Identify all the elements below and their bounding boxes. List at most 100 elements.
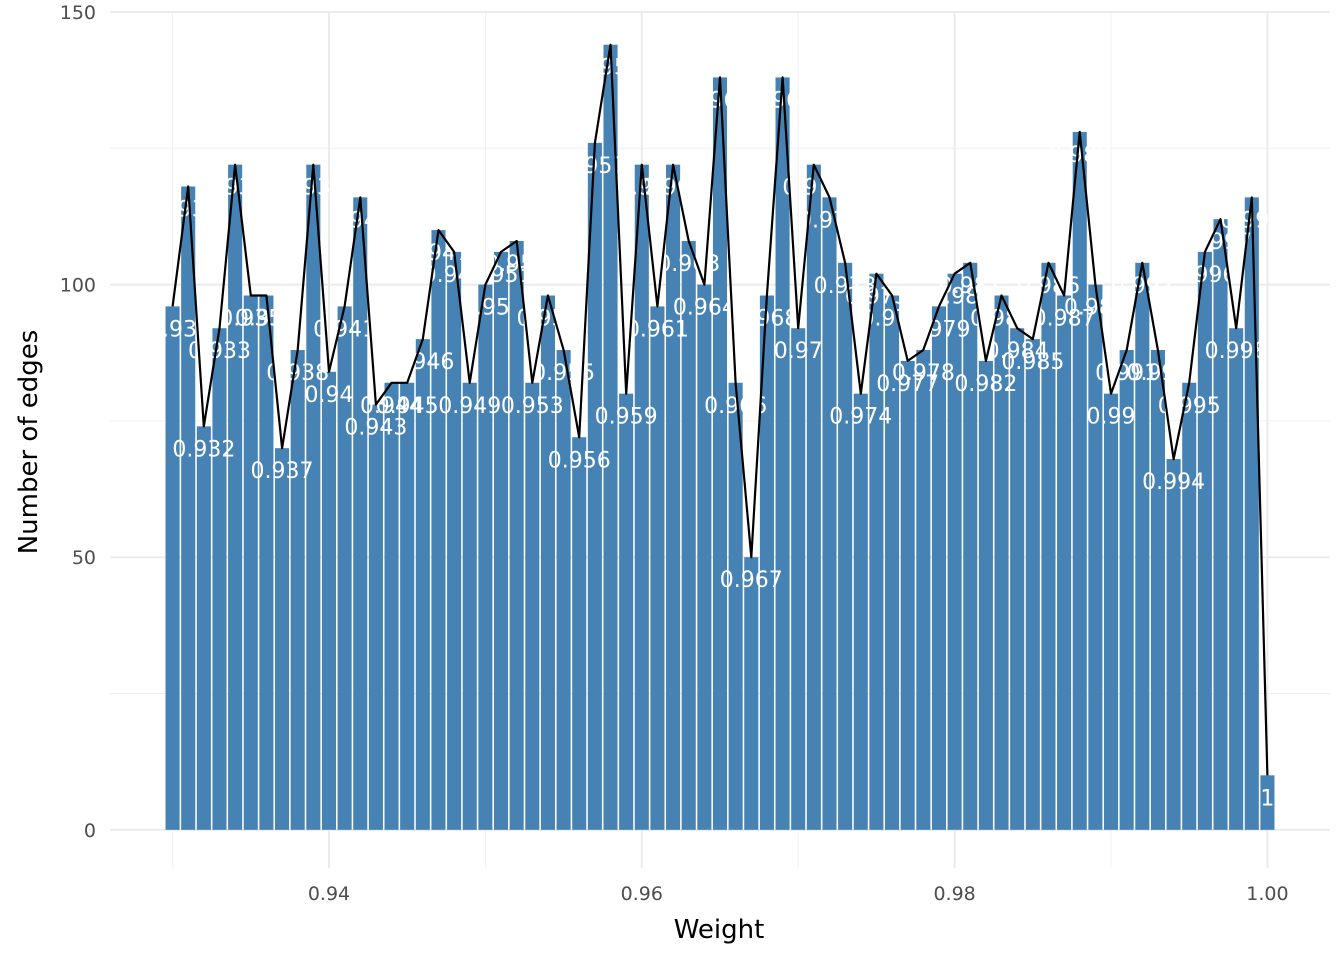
trend-line [171,43,1269,776]
bar [869,273,884,830]
bar-value-label: 0.963 [657,252,720,277]
bar [759,295,774,830]
bar [1260,775,1275,830]
bar [1057,295,1072,830]
bar [931,306,947,830]
bar [994,295,1009,830]
y-tick-label: 50 [72,547,96,569]
bar-value-label: 0.984 [986,339,1049,364]
bar-value-label: 0.982 [954,372,1017,397]
y-tick-label: 100 [60,275,96,297]
bar [306,164,321,830]
bar [165,306,180,830]
bar [728,382,743,830]
bar-value-label: 0.989 [1064,296,1127,321]
bar [1229,328,1244,830]
bar [1244,197,1259,830]
bar-value-label: 0.961 [626,317,689,342]
bar [415,339,430,830]
bar-value-label: 0.974 [829,405,892,430]
x-axis-ticks: 0.94 0.96 0.98 1.00 [308,883,1289,905]
bar [1088,284,1103,830]
bar [947,273,962,830]
bar-value-label: 0.945 [376,394,439,419]
bar [650,306,665,830]
bar [963,262,978,830]
bar [368,404,383,830]
bar-value-label: 0.99 [1087,405,1136,430]
bar-value-label: 0.964 [673,296,736,321]
bar-value-label: 0.977 [876,372,939,397]
bar [196,426,211,830]
x-tick-label: 1.00 [1246,883,1288,905]
bar [1010,328,1025,830]
bar [916,350,931,830]
bar-value-label: 0.949 [438,394,501,419]
bar-value-label: 0.946 [391,350,454,375]
bar-value-label: 0.978 [892,361,955,386]
bar [806,164,821,830]
bar [1182,382,1197,830]
bar [275,448,290,830]
bar [556,350,571,830]
x-axis-title: Weight [674,915,765,945]
bar-value-label: 0.993 [1126,361,1189,386]
bar-value-label: 0.935 [219,307,282,332]
bar [462,382,477,830]
bar-value-label: 1 [1260,786,1274,811]
bar-value-label: 0.937 [251,459,314,484]
x-tick-label: 0.96 [621,883,663,905]
bar [259,295,274,830]
bar [838,262,853,830]
bar-value-label: 0.992 [1111,274,1174,299]
bar [1119,350,1134,830]
x-tick-label: 0.94 [308,883,350,905]
x-tick-label: 0.98 [933,883,975,905]
bar [712,77,728,830]
bar [400,382,415,830]
bar-value-label: 0.994 [1142,470,1205,495]
bar-value-label: 0.985 [1001,350,1064,375]
bar [321,371,337,830]
y-tick-label: 0 [84,820,96,842]
bar [447,251,462,830]
bar [478,284,493,830]
bar-value-label: 0.936 [235,307,298,332]
bar [900,360,915,830]
bar-value-label: 0.979 [907,317,970,342]
bar-value-label: 0.956 [548,448,611,473]
bar [603,44,618,830]
bar [493,251,509,830]
bar [744,557,759,830]
bars [165,44,1275,830]
bar [697,284,712,830]
bar [853,393,868,830]
bar [290,350,305,830]
bar [1150,350,1165,830]
bar-value-label: 0.955 [532,361,595,386]
bar-value-label: 0.938 [266,361,329,386]
bar [681,240,696,830]
bar-value-label: 0.939 [282,176,345,201]
bar [243,295,258,830]
bar-value-label: 0.997 [1189,230,1252,255]
bar [1041,262,1056,830]
bar-value-label: 0.959 [595,405,658,430]
bar [587,142,602,830]
bar-value-label: 0.932 [172,437,235,462]
bar [822,197,837,830]
bar [634,164,649,830]
y-tick-label: 150 [60,2,96,24]
y-axis-title: Number of edges [14,330,44,555]
bar [1072,131,1087,830]
bar-value-label: 0.986 [1017,274,1080,299]
bar-value-label: 0.942 [329,208,392,233]
bar-value-label: 0.941 [313,317,376,342]
bar [431,230,446,830]
bar-value-label: 0.973 [814,274,877,299]
bar [212,328,227,830]
bar-value-label: 0.97 [774,339,823,364]
bar-value-label: 0.953 [501,394,564,419]
bar [540,295,555,830]
